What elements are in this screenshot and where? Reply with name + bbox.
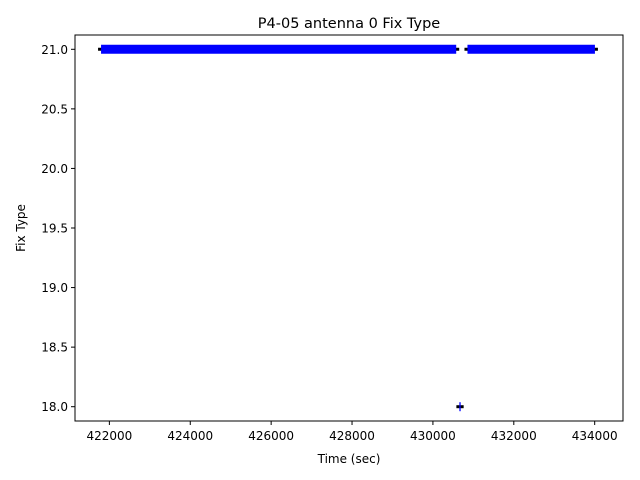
x-tick-label: 430000 [410, 429, 456, 443]
x-tick-label: 424000 [167, 429, 213, 443]
y-axis-label: Fix Type [14, 204, 28, 252]
y-tick-label: 20.0 [41, 162, 68, 176]
x-axis-ticks: 422000 424000 426000 428000 430000 432000 4340… [86, 421, 618, 443]
x-tick-label: 426000 [248, 429, 294, 443]
y-tick-label: 20.5 [41, 102, 68, 116]
y-tick-label: 19.5 [41, 222, 68, 236]
x-tick-label: 434000 [572, 429, 618, 443]
plot-area [98, 44, 598, 412]
x-tick-label: 432000 [491, 429, 537, 443]
x-axis-label: Time (sec) [317, 452, 381, 466]
y-tick-label: 18.5 [41, 341, 68, 355]
x-tick-label: 428000 [329, 429, 375, 443]
y-tick-label: 21.0 [41, 43, 68, 57]
x-tick-label: 422000 [86, 429, 132, 443]
chart-title: P4-05 antenna 0 Fix Type [258, 16, 441, 32]
y-axis-ticks: 18.0 18.5 19.0 19.5 20.0 20.5 21.0 [41, 43, 75, 414]
y-tick-label: 18.0 [41, 400, 68, 414]
y-tick-label: 19.0 [41, 281, 68, 295]
plot-frame [74, 34, 624, 422]
